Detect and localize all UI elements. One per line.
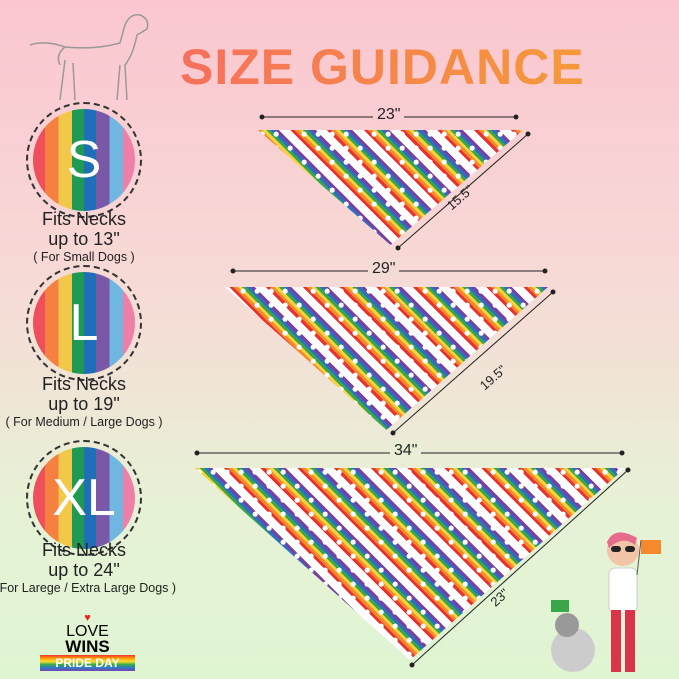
fits-label: Fits Necks [41,540,126,560]
width-label-s: 23" [373,106,405,124]
width-label-l: 29" [368,260,400,278]
badge-line-3: PRIDE DAY [40,655,135,671]
size-xl-fit: Fits Necks up to 24"( For Larege / Extra … [0,540,189,596]
dog-size-note: ( For Larege / Extra Large Dogs ) [0,581,177,595]
neck-size: up to 19" [48,394,120,414]
dog-outline-icon [29,13,149,101]
neck-size: up to 24" [48,560,120,580]
fits-label: Fits Necks [41,209,126,229]
dog-size-note: ( For Small Dogs ) [33,250,135,264]
badge-line-1: LOVE [66,623,109,640]
size-s-fit: Fits Necks up to 13"( For Small Dogs ) [0,209,189,265]
fits-label: Fits Necks [41,374,126,394]
love-wins-badge: ♥ LOVE WINS PRIDE DAY [40,612,135,671]
size-l-fit: Fits Necks up to 19"( For Medium / Large … [0,374,189,430]
size-letter: S [33,109,135,211]
width-label-xl: 34" [390,442,422,460]
badge-line-2: WINS [65,637,110,656]
person-with-dog-illustration [551,532,661,672]
page-title: SIZE GUIDANCE [180,39,585,95]
neck-size: up to 13" [48,229,120,249]
dog-size-note: ( For Medium / Large Dogs ) [5,415,163,429]
size-s-circle: S [26,102,142,218]
heart-icon: ♥ [84,612,91,624]
size-letter: L [33,272,135,374]
size-letter: XL [33,447,135,549]
size-l-circle: L [26,265,142,381]
size-xl-circle: XL [26,440,142,556]
